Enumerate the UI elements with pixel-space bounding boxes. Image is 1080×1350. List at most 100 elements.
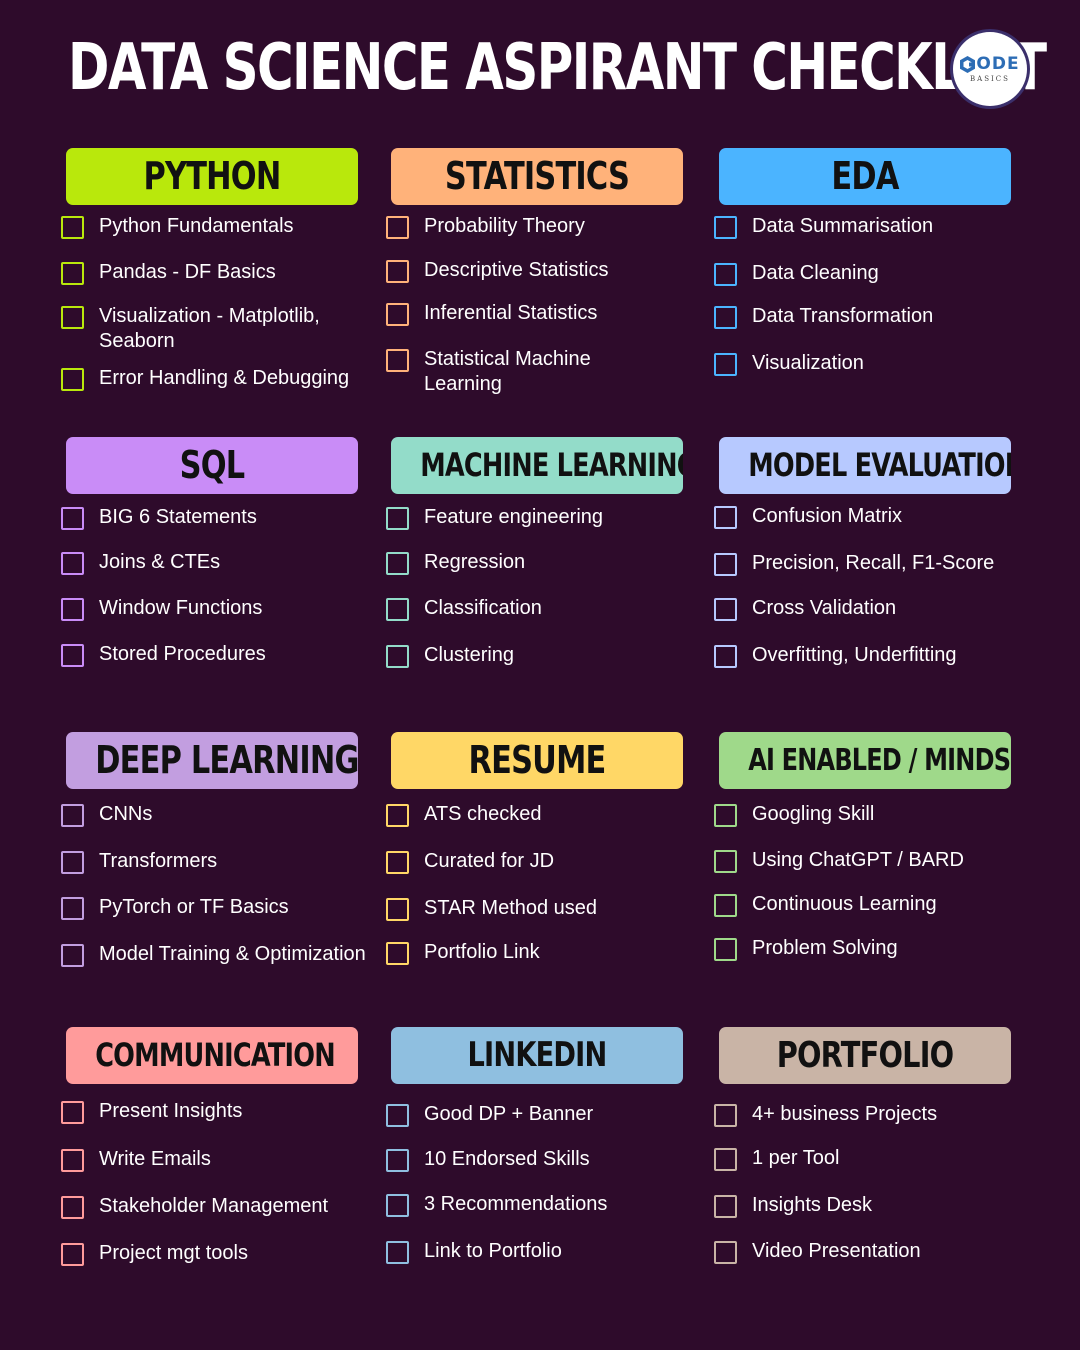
checklist-item[interactable]: Joins & CTEs — [61, 550, 391, 575]
checkbox[interactable] — [714, 850, 737, 873]
checkbox[interactable] — [61, 944, 84, 967]
checkbox[interactable] — [386, 645, 409, 668]
checklist-item[interactable]: Error Handling & Debugging — [61, 366, 391, 391]
checkbox[interactable] — [386, 942, 409, 965]
checklist-item[interactable]: BIG 6 Statements — [61, 505, 391, 530]
checkbox[interactable] — [61, 306, 84, 329]
checklist-item[interactable]: Portfolio Link — [386, 940, 716, 965]
checkbox[interactable] — [714, 353, 737, 376]
checkbox[interactable] — [61, 368, 84, 391]
checklist-item[interactable]: ATS checked — [386, 802, 716, 827]
checklist-item-label: Continuous Learning — [752, 893, 937, 915]
checklist-item[interactable]: Overfitting, Underfitting — [714, 643, 1044, 668]
checklist-item[interactable]: Googling Skill — [714, 802, 1044, 827]
checklist-item[interactable]: Transformers — [61, 849, 391, 874]
checklist-item[interactable]: Regression — [386, 550, 716, 575]
checkbox[interactable] — [386, 1194, 409, 1217]
checkbox[interactable] — [61, 262, 84, 285]
checklist-item[interactable]: Good DP + Banner — [386, 1102, 716, 1127]
checkbox[interactable] — [61, 897, 84, 920]
checklist-item[interactable]: Inferential Statistics — [386, 301, 716, 326]
checkbox[interactable] — [386, 851, 409, 874]
checklist-item[interactable]: Visualization — [714, 351, 1044, 376]
checkbox[interactable] — [714, 1148, 737, 1171]
checklist-item[interactable]: 4+ business Projects — [714, 1102, 1044, 1127]
checklist-item[interactable]: Video Presentation — [714, 1239, 1044, 1264]
checkbox[interactable] — [714, 938, 737, 961]
checkbox[interactable] — [61, 552, 84, 575]
checkbox[interactable] — [714, 216, 737, 239]
checkbox[interactable] — [386, 1241, 409, 1264]
checklist-item[interactable]: Write Emails — [61, 1147, 391, 1172]
checkbox[interactable] — [714, 1241, 737, 1264]
checklist-item[interactable]: Stakeholder Management — [61, 1194, 391, 1219]
checkbox[interactable] — [386, 1149, 409, 1172]
checkbox[interactable] — [61, 598, 84, 621]
checklist-item[interactable]: 1 per Tool — [714, 1146, 1044, 1171]
checklist-item[interactable]: PyTorch or TF Basics — [61, 895, 391, 920]
checklist-item[interactable]: Clustering — [386, 643, 716, 668]
checkbox[interactable] — [714, 1104, 737, 1127]
checklist-item[interactable]: Link to Portfolio — [386, 1239, 716, 1264]
checklist-item[interactable]: Insights Desk — [714, 1193, 1044, 1218]
checkbox[interactable] — [61, 644, 84, 667]
checklist-item[interactable]: Data Transformation — [714, 304, 1044, 329]
checklist-item[interactable]: Stored Procedures — [61, 642, 391, 667]
checklist-item[interactable]: Probability Theory — [386, 214, 716, 239]
checkbox[interactable] — [386, 552, 409, 575]
checkbox[interactable] — [714, 645, 737, 668]
checkbox[interactable] — [386, 260, 409, 283]
checkbox[interactable] — [61, 1196, 84, 1219]
checkbox[interactable] — [714, 598, 737, 621]
checkbox[interactable] — [386, 1104, 409, 1127]
checklist-item-label: Project mgt tools — [99, 1242, 248, 1264]
checkbox[interactable] — [714, 506, 737, 529]
checkbox[interactable] — [386, 598, 409, 621]
checkbox[interactable] — [714, 306, 737, 329]
checklist-item[interactable]: Precision, Recall, F1-Score — [714, 551, 1044, 576]
checkbox[interactable] — [61, 1101, 84, 1124]
checklist-item[interactable]: Python Fundamentals — [61, 214, 391, 239]
checklist-item[interactable]: 3 Recommendations — [386, 1192, 716, 1217]
checklist-item[interactable]: Curated for JD — [386, 849, 716, 874]
checklist-item[interactable]: CNNs — [61, 802, 391, 827]
checklist-item[interactable]: Continuous Learning — [714, 892, 1044, 917]
checklist-item[interactable]: Statistical Machine Learning — [386, 347, 716, 397]
checkbox[interactable] — [714, 894, 737, 917]
checkbox[interactable] — [386, 507, 409, 530]
checkbox[interactable] — [386, 303, 409, 326]
checkbox[interactable] — [386, 349, 409, 372]
checkbox[interactable] — [714, 1195, 737, 1218]
checklist-item[interactable]: Project mgt tools — [61, 1241, 391, 1266]
checklist-item[interactable]: Problem Solving — [714, 936, 1044, 961]
checklist-item[interactable]: Window Functions — [61, 596, 391, 621]
checklist-item[interactable]: Cross Validation — [714, 596, 1044, 621]
checklist-item[interactable]: Using ChatGPT / BARD — [714, 848, 1044, 873]
checkbox[interactable] — [61, 804, 84, 827]
checkbox[interactable] — [714, 804, 737, 827]
section-title: PYTHON — [143, 154, 282, 198]
checkbox[interactable] — [714, 263, 737, 286]
checklist-item[interactable]: Descriptive Statistics — [386, 258, 716, 283]
checklist-item[interactable]: Data Summarisation — [714, 214, 1044, 239]
checkbox[interactable] — [61, 1243, 84, 1266]
checklist-item[interactable]: Classification — [386, 596, 716, 621]
checkbox[interactable] — [386, 898, 409, 921]
checklist-item[interactable]: Pandas - DF Basics — [61, 260, 391, 285]
checkbox[interactable] — [386, 804, 409, 827]
checkbox[interactable] — [61, 851, 84, 874]
checklist-item[interactable]: STAR Method used — [386, 896, 716, 921]
checklist-item[interactable]: Model Training & Optimization — [61, 942, 391, 967]
checkbox[interactable] — [386, 216, 409, 239]
checklist-item[interactable]: Present Insights — [61, 1099, 391, 1124]
checkbox[interactable] — [61, 507, 84, 530]
checklist-item[interactable]: 10 Endorsed Skills — [386, 1147, 716, 1172]
checkbox[interactable] — [61, 1149, 84, 1172]
checklist-item[interactable]: Feature engineering — [386, 505, 716, 530]
checklist-item[interactable]: Data Cleaning — [714, 261, 1044, 286]
checklist-item[interactable]: Visualization - Matplotlib, Seaborn — [61, 304, 391, 354]
checklist-item[interactable]: Confusion Matrix — [714, 504, 1044, 529]
checkbox[interactable] — [61, 216, 84, 239]
checkbox[interactable] — [714, 553, 737, 576]
checklist-item-label: Video Presentation — [752, 1240, 921, 1262]
